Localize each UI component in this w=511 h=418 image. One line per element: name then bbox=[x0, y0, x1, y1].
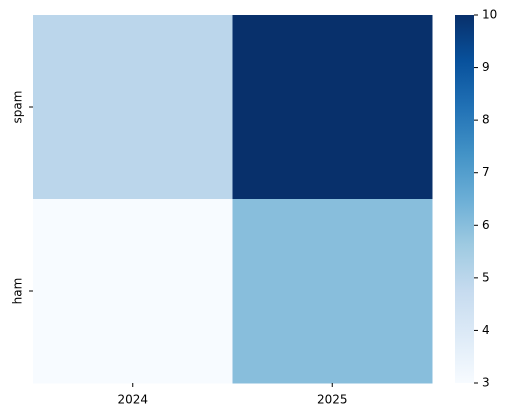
x-tick-label: 2025 bbox=[317, 393, 348, 407]
heat-cell bbox=[232, 199, 433, 384]
heat-cell bbox=[33, 15, 233, 200]
colorbar-tick-label: 4 bbox=[482, 323, 490, 337]
colorbar-tick-label: 9 bbox=[482, 60, 490, 74]
colorbar-tick-label: 3 bbox=[482, 376, 490, 390]
colorbar-tick-label: 5 bbox=[482, 270, 490, 284]
y-tick-label: spam bbox=[11, 91, 25, 124]
colorbar-tick-label: 8 bbox=[482, 113, 490, 127]
y-tick-label: ham bbox=[11, 278, 25, 305]
colorbar bbox=[455, 15, 474, 383]
heat-cell bbox=[33, 199, 233, 384]
x-tick-label: 2024 bbox=[117, 393, 148, 407]
colorbar-tick-label: 10 bbox=[482, 8, 497, 22]
heat-cell bbox=[232, 15, 433, 200]
colorbar-tick-label: 7 bbox=[482, 165, 490, 179]
colorbar-tick-label: 6 bbox=[482, 218, 490, 232]
